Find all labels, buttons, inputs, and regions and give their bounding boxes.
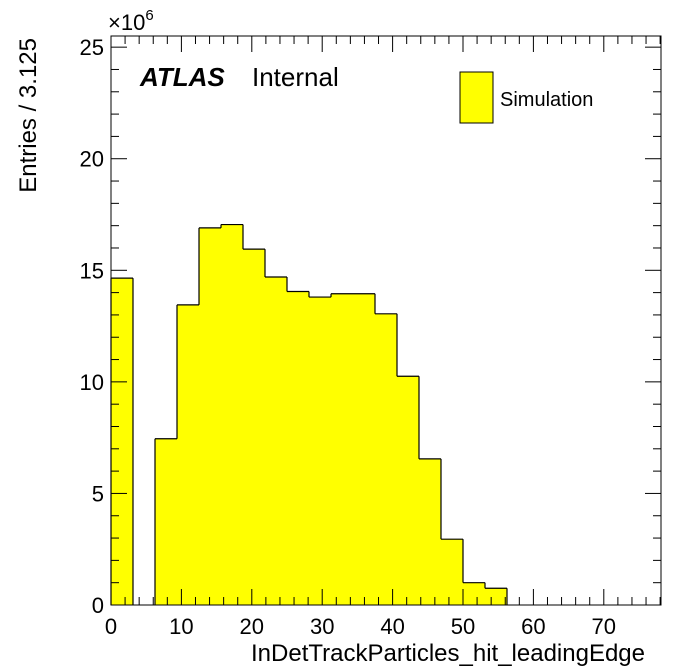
x-tick-label: 10 bbox=[169, 614, 193, 639]
histogram-bar bbox=[375, 313, 397, 605]
axis-ticks bbox=[110, 36, 661, 606]
histogram-bar bbox=[177, 304, 199, 605]
histogram-bar bbox=[331, 293, 353, 605]
x-tick-label: 20 bbox=[240, 614, 264, 639]
histogram-bar bbox=[309, 297, 331, 605]
x-axis-title: InDetTrackParticles_hit_leadingEdge bbox=[251, 640, 645, 667]
histogram-bar bbox=[243, 249, 265, 606]
histogram-bar bbox=[221, 224, 243, 606]
x-tick-label: 60 bbox=[521, 614, 545, 639]
y-multiplier-base: ×10 bbox=[108, 10, 145, 35]
y-tick-label: 25 bbox=[80, 35, 104, 60]
histogram-bar bbox=[419, 458, 441, 605]
y-axis-multiplier: ×106 bbox=[108, 7, 154, 35]
legend: Simulation bbox=[459, 71, 593, 124]
histogram-bar bbox=[485, 588, 507, 605]
histogram-bars bbox=[110, 223, 508, 606]
y-tick-label: 15 bbox=[80, 258, 104, 283]
legend-label-simulation: Simulation bbox=[500, 89, 593, 111]
histogram-bar bbox=[353, 293, 375, 605]
y-axis-title: Entries / 3.125 bbox=[15, 38, 42, 193]
x-tick-label: 30 bbox=[310, 614, 334, 639]
axis-tick-labels: 0 10 20 30 40 50 60 70 0 5 10 15 20 25 bbox=[80, 35, 617, 639]
x-tick-label: 40 bbox=[380, 614, 404, 639]
x-tick-label: 0 bbox=[105, 614, 117, 639]
y-tick-label: 20 bbox=[80, 147, 104, 172]
plot-frame bbox=[110, 35, 662, 606]
legend-swatch-simulation bbox=[459, 71, 494, 124]
y-tick-label: 0 bbox=[92, 593, 104, 618]
atlas-label: ATLAS bbox=[139, 62, 225, 92]
histogram-bar bbox=[441, 539, 463, 605]
histogram-bar bbox=[155, 438, 177, 605]
x-tick-label: 70 bbox=[592, 614, 616, 639]
atlas-status-label: Internal bbox=[252, 62, 339, 92]
x-tick-label: 50 bbox=[451, 614, 475, 639]
histogram-bar bbox=[397, 376, 419, 605]
histogram-bar bbox=[463, 582, 485, 605]
y-multiplier-exponent: 6 bbox=[145, 7, 153, 24]
y-tick-label: 10 bbox=[80, 370, 104, 395]
histogram-bar bbox=[199, 227, 221, 605]
histogram-bar bbox=[265, 276, 287, 605]
y-tick-label: 5 bbox=[92, 481, 104, 506]
histogram-bar bbox=[287, 291, 309, 605]
histogram-bar bbox=[111, 278, 133, 605]
